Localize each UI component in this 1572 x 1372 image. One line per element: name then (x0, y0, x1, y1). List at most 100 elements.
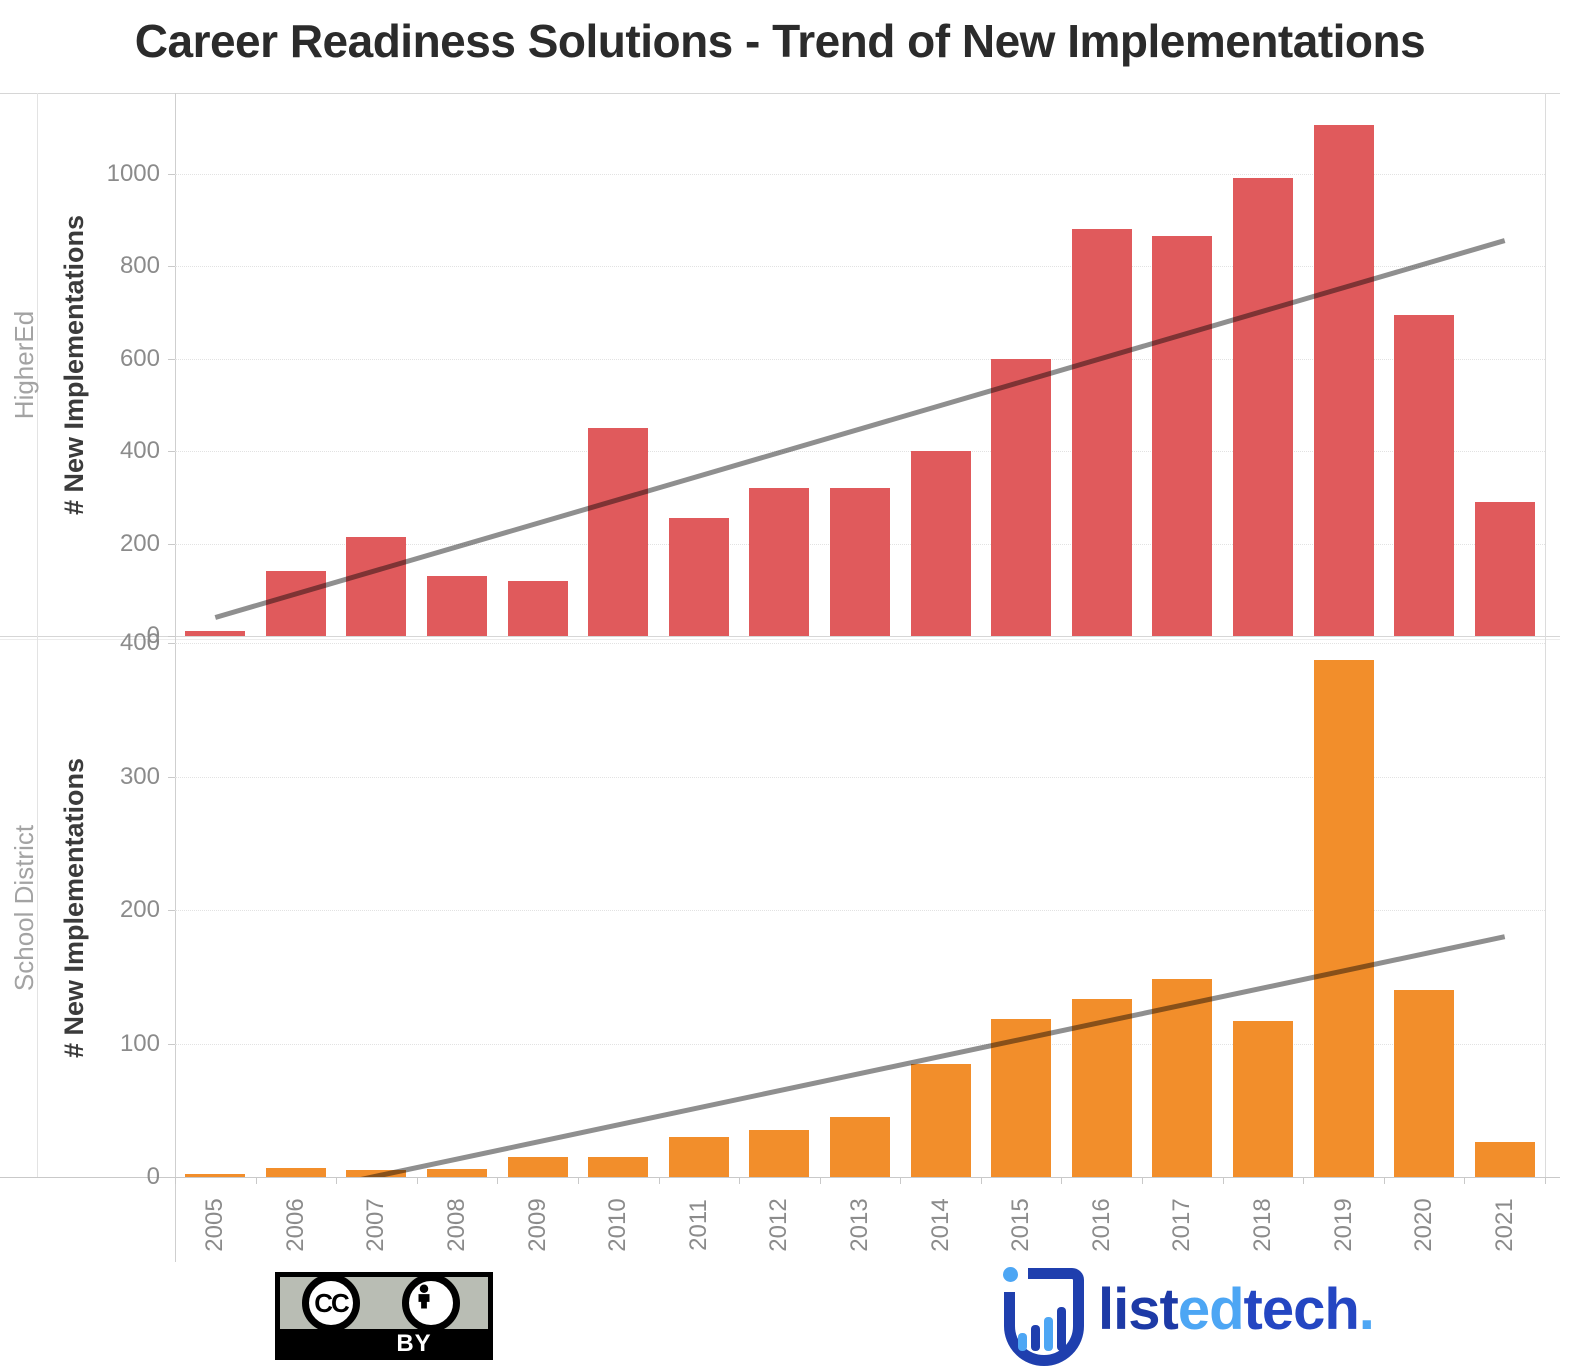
bar-school-district-2008[interactable] (427, 1169, 488, 1177)
y-tick-label: 0 (146, 622, 160, 649)
bar-highered-2014[interactable] (910, 451, 971, 636)
bar-highered-2007[interactable] (346, 536, 407, 636)
person-attribution-icon (402, 1274, 460, 1332)
gridline-200 (175, 910, 1545, 911)
bar-school-district-2012[interactable] (749, 1130, 810, 1177)
y-tick-label: 400 (119, 437, 160, 464)
bar-highered-2013[interactable] (830, 488, 890, 636)
plot-pane-highered (175, 93, 1545, 636)
x-tick-label-2014: 2014 (926, 1198, 954, 1252)
bar-school-district-2017[interactable] (1152, 979, 1213, 1177)
x-tick-mark (1222, 1177, 1224, 1184)
bar-school-district-2019[interactable] (1313, 660, 1374, 1177)
gridline-1000 (175, 173, 1545, 175)
x-tick-mark (336, 1177, 338, 1184)
row-label-highered: HigherEd (9, 310, 39, 419)
y-tick-mark (168, 173, 175, 175)
x-tick-label-2021: 2021 (1490, 1198, 1518, 1252)
bar-school-district-2005[interactable] (185, 1174, 246, 1177)
x-tick-mark (1061, 1177, 1063, 1184)
y-tick-label: 200 (119, 529, 160, 557)
bar-school-district-2014[interactable] (910, 1063, 971, 1177)
y-tick-label: 400 (119, 629, 160, 656)
logo-text-part: . (1358, 1277, 1375, 1342)
bar-school-district-2009[interactable] (507, 1156, 568, 1177)
y-tick-mark (168, 451, 175, 452)
gridline-800 (175, 266, 1545, 267)
logo-text-part: ed (1177, 1277, 1245, 1342)
trend-line (214, 238, 1506, 620)
y-tick-label: 0 (146, 1163, 160, 1190)
bar-chart-icon (1018, 1307, 1066, 1351)
x-tick-label-2011: 2011 (684, 1199, 712, 1251)
gridline-600 (175, 358, 1545, 360)
bar-highered-2021[interactable] (1474, 501, 1535, 636)
x-tick-mark (900, 1177, 902, 1184)
bar-highered-2019[interactable] (1313, 124, 1374, 636)
logo-text-part: tech (1243, 1277, 1360, 1342)
y-axis-line (175, 93, 176, 1262)
x-tick-mark (1383, 1177, 1385, 1184)
bar-highered-2005[interactable] (185, 631, 246, 636)
cc-by-label: BY (396, 1330, 432, 1357)
panel-top-border (0, 93, 1560, 94)
plot-pane-school-district (175, 639, 1545, 1177)
bar-highered-2012[interactable] (749, 488, 810, 636)
x-tick-mark (497, 1177, 499, 1184)
logo-text-part: list (1098, 1277, 1179, 1342)
x-tick-mark (1303, 1177, 1305, 1184)
y-tick-label: 800 (119, 252, 160, 279)
x-tick-mark (658, 1177, 660, 1184)
row-label-school-district: School District (9, 824, 39, 992)
gridline-400 (175, 451, 1545, 452)
bar-school-district-2011[interactable] (668, 1136, 729, 1177)
y-tick-mark (168, 1043, 175, 1045)
y-tick-mark (168, 1177, 175, 1178)
bar-highered-2016[interactable] (1071, 229, 1132, 636)
x-tick-mark (175, 1177, 176, 1184)
panel-divider (0, 636, 1560, 637)
x-tick-label-2012: 2012 (765, 1198, 793, 1252)
y-tick-label: 1000 (106, 159, 160, 187)
bar-highered-2020[interactable] (1394, 314, 1455, 636)
listedtech-dot-icon (1003, 1267, 1018, 1282)
cc-badge-band: CC (280, 1274, 488, 1332)
bar-highered-2017[interactable] (1152, 235, 1213, 636)
bar-highered-2015[interactable] (991, 358, 1052, 636)
bar-highered-2006[interactable] (265, 571, 326, 636)
listedtech-wordmark: listedtech. (1098, 1276, 1375, 1343)
y-tick-mark (168, 543, 175, 545)
y-tick-mark (168, 636, 175, 637)
cc-by-license-badge: CC BY (275, 1272, 493, 1360)
x-axis-line (0, 1177, 1560, 1178)
bar-school-district-2021[interactable] (1474, 1142, 1535, 1177)
bar-highered-2011[interactable] (668, 518, 729, 636)
bar-highered-2008[interactable] (427, 575, 488, 636)
logo-bar (1031, 1325, 1040, 1351)
panel-divider-2 (0, 639, 1560, 640)
x-tick-mark (1545, 1177, 1546, 1184)
x-tick-mark (1464, 1177, 1466, 1184)
bar-school-district-2013[interactable] (830, 1116, 890, 1177)
bar-school-district-2016[interactable] (1071, 999, 1132, 1177)
bar-school-district-2006[interactable] (265, 1167, 326, 1177)
x-tick-label-2013: 2013 (846, 1198, 873, 1252)
x-tick-mark (255, 1177, 257, 1184)
x-tick-mark (980, 1177, 982, 1184)
y-tick-mark (168, 358, 175, 360)
bar-school-district-2010[interactable] (588, 1156, 649, 1177)
y-tick-mark (168, 776, 175, 778)
x-tick-label-2005: 2005 (201, 1198, 229, 1252)
y-tick-label: 200 (119, 896, 160, 923)
gridline-300 (175, 776, 1545, 778)
bar-highered-2009[interactable] (507, 580, 568, 636)
bar-highered-2010[interactable] (588, 427, 649, 636)
bar-school-district-2018[interactable] (1232, 1020, 1293, 1177)
listedtech-shield-icon (1002, 1266, 1084, 1366)
gridline-100 (175, 1043, 1545, 1045)
bar-highered-2018[interactable] (1232, 178, 1293, 636)
y-axis-title: # New Implementations (59, 757, 89, 1059)
plot-right-border (1545, 93, 1546, 1177)
bar-school-district-2020[interactable] (1394, 990, 1455, 1177)
